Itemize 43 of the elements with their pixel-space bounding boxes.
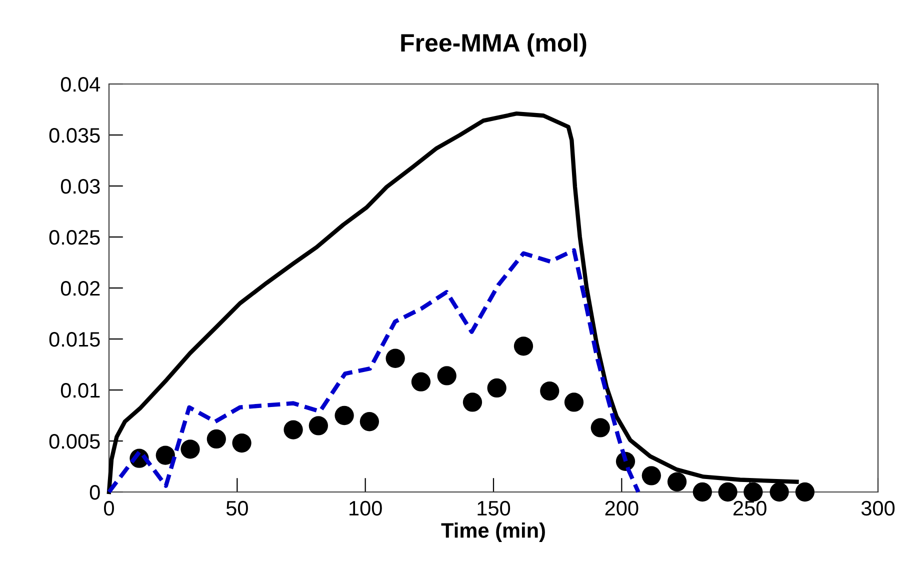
- x-tick-label: 200: [605, 500, 638, 516]
- x-tick-label: 300: [861, 500, 895, 516]
- y-tick-label: 0.04: [60, 77, 100, 92]
- point: [795, 482, 815, 502]
- point: [667, 472, 687, 492]
- y-tick-label: 0.01: [60, 383, 100, 398]
- point: [437, 366, 456, 386]
- point: [206, 429, 226, 449]
- y-tick-label: 0.015: [49, 332, 100, 347]
- point: [642, 466, 661, 486]
- x-axis-title: Time (min): [441, 522, 545, 542]
- x-tick-label: 250: [734, 500, 766, 516]
- point: [308, 416, 328, 436]
- y-tick-label: 0.03: [60, 179, 100, 194]
- point: [156, 446, 175, 465]
- point: [770, 482, 789, 502]
- x-tick-label: 0: [104, 500, 114, 516]
- y-tick-label: 0: [90, 485, 100, 500]
- point: [334, 406, 354, 426]
- y-tick-label: 0.005: [49, 434, 100, 449]
- point: [590, 418, 610, 438]
- point: [462, 392, 482, 412]
- point: [718, 482, 738, 502]
- x-tick-label: 100: [350, 500, 382, 516]
- point: [692, 482, 712, 502]
- line-series: [106, 248, 640, 494]
- point: [386, 348, 405, 368]
- chart-title: Free-MMA (mol): [401, 33, 586, 57]
- y-tick-label: 0.035: [49, 128, 100, 143]
- x-tick-label: 50: [226, 500, 248, 516]
- point: [180, 440, 200, 459]
- point: [514, 336, 534, 356]
- point: [540, 381, 560, 401]
- point: [744, 482, 763, 502]
- point: [564, 392, 584, 412]
- point: [232, 433, 252, 453]
- y-tick-label: 0.02: [60, 281, 100, 296]
- y-tick-label: 0.025: [49, 230, 100, 245]
- point: [487, 378, 506, 398]
- point: [411, 372, 431, 392]
- point: [284, 420, 303, 440]
- point: [360, 412, 380, 432]
- x-tick-label: 150: [478, 500, 510, 516]
